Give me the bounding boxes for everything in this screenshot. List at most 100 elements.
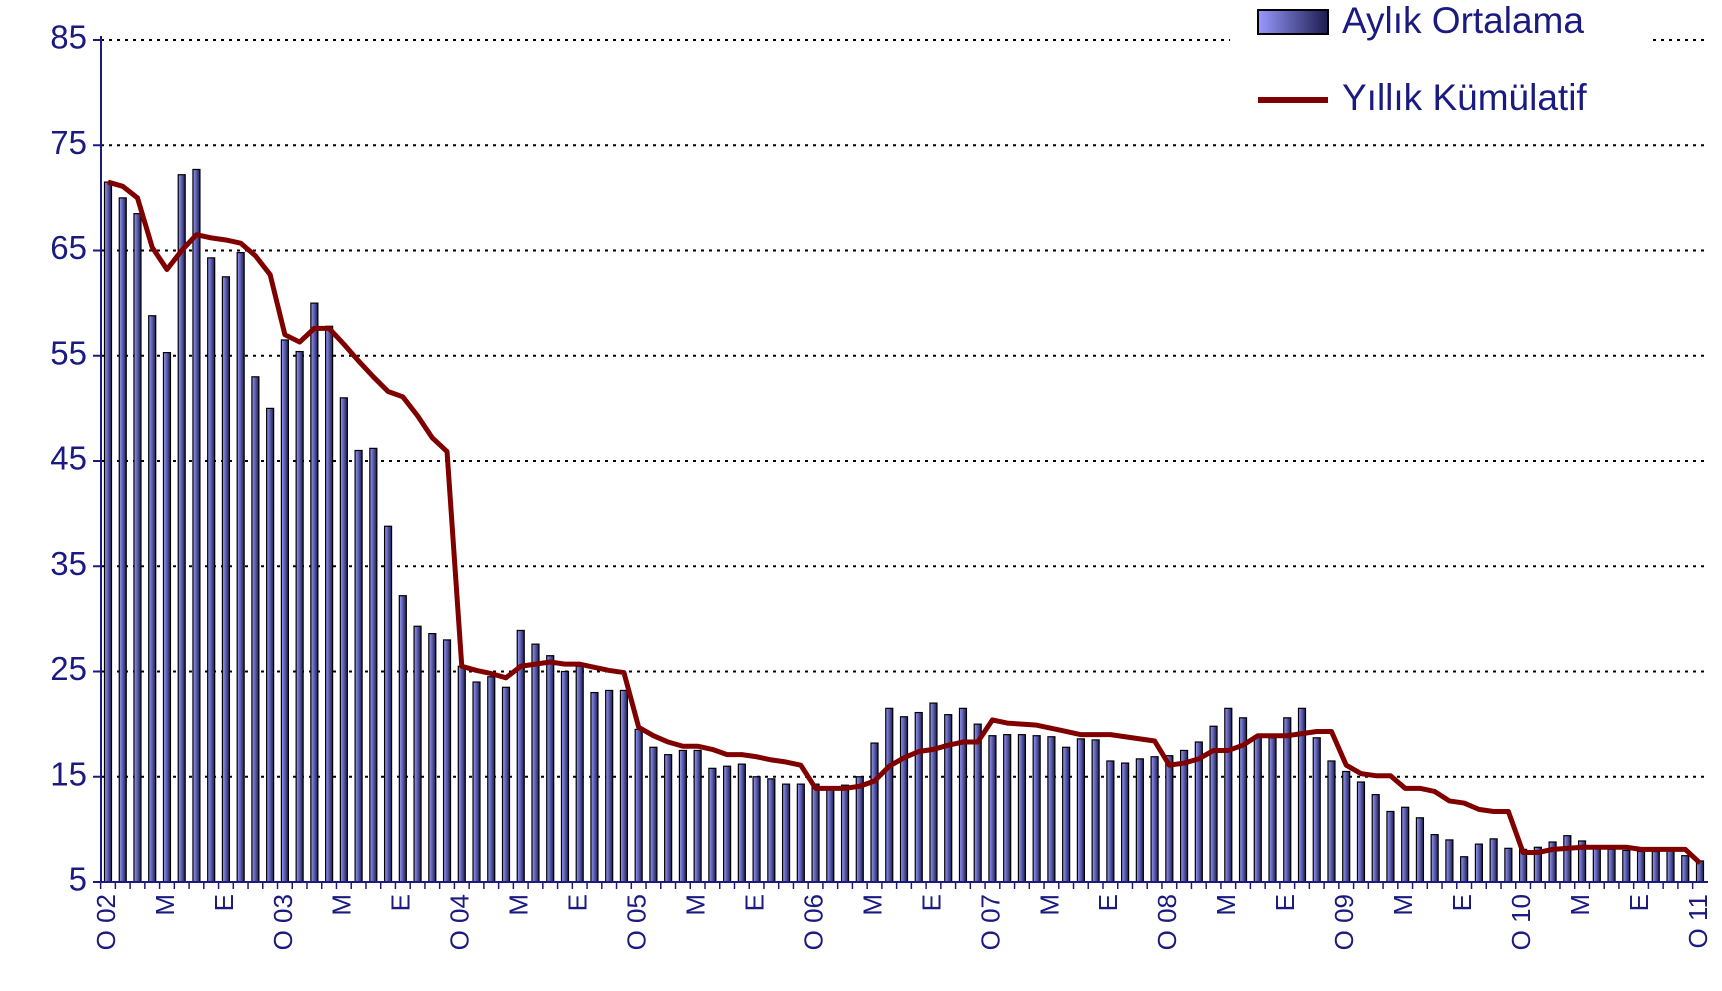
bar <box>664 754 673 883</box>
bar <box>1253 736 1262 883</box>
bar <box>354 449 363 883</box>
bar <box>1047 736 1056 883</box>
bar <box>1504 847 1513 883</box>
bar <box>487 676 496 883</box>
bar <box>1563 835 1572 883</box>
bar <box>1592 846 1601 883</box>
bar <box>767 778 776 883</box>
x-tick-label: O 02 <box>91 894 121 950</box>
bar <box>619 689 629 883</box>
bar <box>1607 848 1616 883</box>
bar <box>958 707 968 883</box>
bar <box>1636 850 1646 883</box>
bar <box>531 643 540 883</box>
legend-label: Aylık Ortalama <box>1342 0 1584 41</box>
bar <box>236 252 245 883</box>
bar <box>266 407 275 883</box>
bar <box>457 665 466 883</box>
y-tick-label: 85 <box>50 19 87 56</box>
bar <box>413 625 422 883</box>
bar <box>811 783 820 883</box>
bar <box>383 525 393 883</box>
y-tick-label: 5 <box>69 861 87 898</box>
bar <box>605 689 614 883</box>
bar <box>1003 734 1012 883</box>
y-tick-label: 35 <box>50 545 87 582</box>
bar <box>929 702 938 883</box>
x-tick-label: M <box>327 894 357 916</box>
bar <box>442 639 452 883</box>
bar <box>1371 794 1380 883</box>
bar <box>339 397 348 883</box>
bar <box>1194 741 1203 883</box>
y-tick-label: 55 <box>50 334 87 371</box>
x-tick-label: O 08 <box>1152 894 1182 950</box>
bar <box>944 714 953 883</box>
bar <box>781 783 791 883</box>
bar <box>723 765 732 883</box>
bar <box>693 749 702 883</box>
bar <box>1474 843 1483 883</box>
x-tick-label: E <box>563 894 593 911</box>
bar <box>192 168 201 883</box>
bar <box>1681 855 1690 883</box>
x-tick-label: E <box>386 894 416 911</box>
x-tick-label: O 03 <box>268 894 298 950</box>
legend-swatch <box>1257 9 1329 35</box>
x-tick-label: M <box>150 894 180 916</box>
x-tick-label: O 06 <box>798 894 828 950</box>
bar <box>280 339 289 883</box>
bar <box>1445 839 1454 883</box>
bar <box>634 728 643 883</box>
bar <box>796 783 805 883</box>
bar <box>752 776 761 883</box>
bar <box>678 749 687 883</box>
bar <box>118 197 127 883</box>
x-tick-label: M <box>857 894 887 916</box>
bar <box>103 181 113 883</box>
bar <box>369 447 378 883</box>
bar <box>398 595 407 883</box>
bar <box>221 276 231 883</box>
bar <box>1121 762 1130 883</box>
bar <box>1401 806 1410 883</box>
x-tick-label: M <box>1034 894 1064 916</box>
bar <box>162 351 172 883</box>
bar <box>177 174 186 883</box>
x-tick-label: M <box>1388 894 1418 916</box>
bar <box>1386 810 1395 883</box>
bar <box>840 784 850 883</box>
bar <box>855 776 864 883</box>
bar <box>899 716 909 883</box>
x-tick-label: E <box>209 894 239 911</box>
bar <box>1489 838 1498 883</box>
x-tick-label: O 11 <box>1683 894 1713 948</box>
bar <box>1032 735 1041 883</box>
bar <box>1622 849 1631 883</box>
bar <box>295 350 304 883</box>
bar <box>1106 760 1115 883</box>
y-tick-label: 25 <box>50 650 87 687</box>
bar <box>472 681 481 883</box>
bar <box>575 665 584 883</box>
bar <box>1415 817 1425 883</box>
bar <box>1165 755 1174 883</box>
bar <box>885 707 894 883</box>
bar <box>649 746 658 883</box>
bar <box>207 257 216 883</box>
y-tick-label: 15 <box>50 755 87 792</box>
bar <box>1135 758 1144 883</box>
bar <box>590 691 599 883</box>
bar <box>560 670 570 883</box>
bar <box>1076 738 1085 883</box>
line-series <box>107 179 1702 865</box>
bar <box>1356 781 1366 883</box>
bar <box>870 742 879 883</box>
x-tick-label: M <box>681 894 711 916</box>
x-tick-label: E <box>916 894 946 911</box>
bar <box>1224 707 1233 883</box>
bar <box>1268 737 1277 883</box>
bar <box>1062 746 1071 883</box>
x-tick-label: E <box>739 894 769 911</box>
